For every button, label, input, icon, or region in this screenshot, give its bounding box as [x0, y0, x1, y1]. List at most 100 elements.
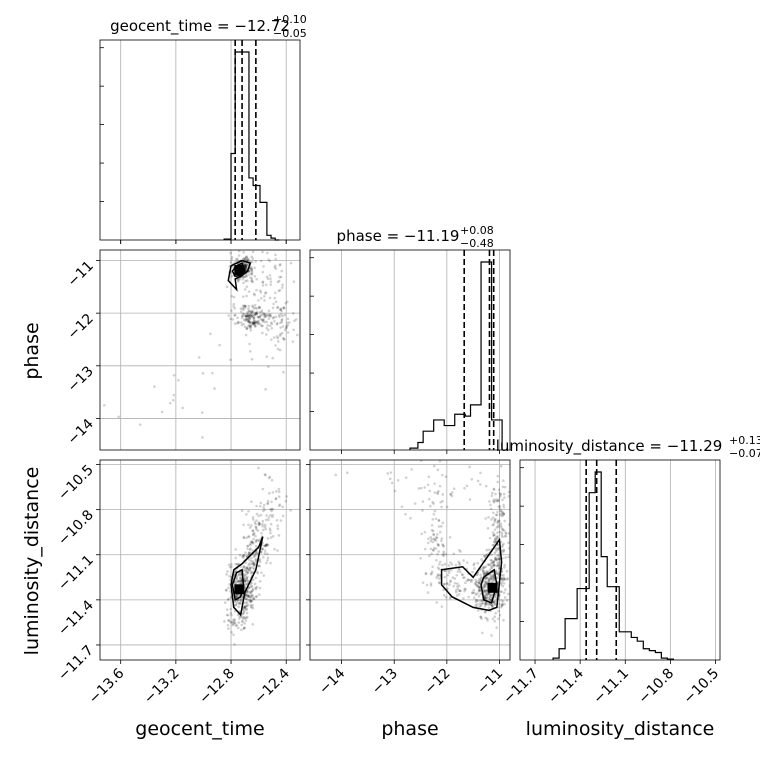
- sample-point: [481, 631, 484, 635]
- sample-point: [246, 319, 250, 322]
- sample-point: [246, 318, 249, 321]
- sample-point: [285, 300, 289, 304]
- sample-point: [440, 539, 443, 543]
- sample-point: [245, 616, 248, 620]
- sample-point: [493, 551, 497, 555]
- sample-point: [233, 313, 237, 317]
- sample-point: [513, 577, 516, 580]
- sample-point: [500, 599, 503, 602]
- sample-point: [482, 554, 486, 558]
- sample-point: [487, 596, 491, 600]
- sample-point: [258, 315, 261, 319]
- sample-point: [257, 538, 261, 542]
- sample-point: [486, 577, 489, 580]
- sample-point: [266, 324, 269, 327]
- sample-point: [477, 581, 481, 585]
- sample-point: [244, 604, 248, 608]
- sample-point: [232, 618, 235, 622]
- sample-point: [457, 592, 461, 596]
- sample-point: [488, 500, 491, 503]
- sample-point: [421, 509, 424, 512]
- sample-point: [501, 498, 504, 502]
- sample-point: [237, 579, 241, 583]
- sample-point: [497, 525, 500, 529]
- sample-point: [242, 535, 246, 539]
- sample-point: [225, 608, 229, 611]
- sample-point: [241, 612, 245, 616]
- sample-point: [254, 306, 257, 310]
- sample-point: [446, 573, 450, 577]
- sample-point: [197, 356, 201, 359]
- sample-point: [268, 314, 272, 317]
- title-luminosity-distance: luminosity_distance = −11.29: [496, 437, 723, 456]
- luminosity_distance-tick-label-4: −10.5: [681, 666, 723, 708]
- sample-point: [262, 506, 265, 509]
- sample-point: [237, 602, 241, 605]
- sample-point: [283, 338, 286, 341]
- sample-point: [442, 545, 446, 548]
- sample-point: [489, 567, 493, 571]
- sample-point: [266, 556, 270, 560]
- sample-point: [443, 575, 447, 579]
- sample-point: [251, 589, 254, 592]
- sample-point: [223, 620, 226, 623]
- sample-point: [247, 304, 251, 308]
- sample-point: [257, 593, 261, 596]
- luminosity_distance-left-tick-label-4: −10.5: [55, 462, 97, 504]
- sample-point: [492, 564, 495, 568]
- sample-point: [228, 565, 232, 569]
- sample-point: [280, 320, 284, 324]
- sample-point: [244, 333, 248, 337]
- sample-point: [242, 275, 245, 279]
- sample-point: [246, 315, 250, 318]
- sample-point: [494, 558, 497, 562]
- sample-point: [251, 606, 255, 610]
- sample-point: [492, 500, 496, 504]
- sample-point: [242, 565, 246, 569]
- sample-point: [494, 556, 497, 559]
- sample-point: [243, 288, 247, 291]
- sample-point: [246, 604, 249, 608]
- density-peak-phase|luminosity_distance: [487, 582, 498, 593]
- sample-point: [500, 533, 504, 537]
- sample-point: [419, 486, 423, 490]
- sample-point: [267, 317, 271, 321]
- sample-point: [499, 464, 503, 468]
- sample-point: [269, 315, 273, 318]
- sample-point: [484, 596, 488, 600]
- sample-point: [244, 265, 247, 269]
- sample-point: [447, 571, 451, 574]
- sample-point: [492, 576, 496, 579]
- sample-point: [488, 598, 491, 602]
- sample-point: [254, 312, 258, 315]
- sample-point: [244, 315, 248, 318]
- sample-point: [495, 564, 498, 568]
- sample-point: [501, 550, 505, 554]
- sample-point: [429, 547, 433, 551]
- sample-point: [438, 573, 442, 577]
- sample-point: [248, 548, 252, 551]
- sample-point: [249, 543, 252, 547]
- scatter-geocent_time|phase: [103, 250, 299, 439]
- sample-point: [436, 542, 440, 546]
- sample-point: [435, 576, 438, 579]
- sample-point: [227, 597, 230, 601]
- sample-point: [443, 562, 447, 566]
- sample-point: [483, 577, 487, 580]
- sample-point: [429, 504, 432, 508]
- sample-point: [490, 576, 493, 580]
- sample-point: [456, 570, 460, 573]
- sample-point: [235, 595, 238, 598]
- sample-point: [245, 570, 248, 574]
- sample-point: [235, 577, 239, 581]
- sample-point: [497, 519, 500, 522]
- sample-point: [257, 521, 261, 525]
- sample-point: [153, 385, 156, 388]
- sample-point: [248, 317, 252, 321]
- sample-point: [484, 517, 487, 520]
- sample-point: [431, 529, 435, 533]
- sample-point: [264, 283, 268, 287]
- sample-point: [225, 285, 229, 289]
- sample-point: [470, 580, 473, 583]
- sample-point: [494, 492, 497, 496]
